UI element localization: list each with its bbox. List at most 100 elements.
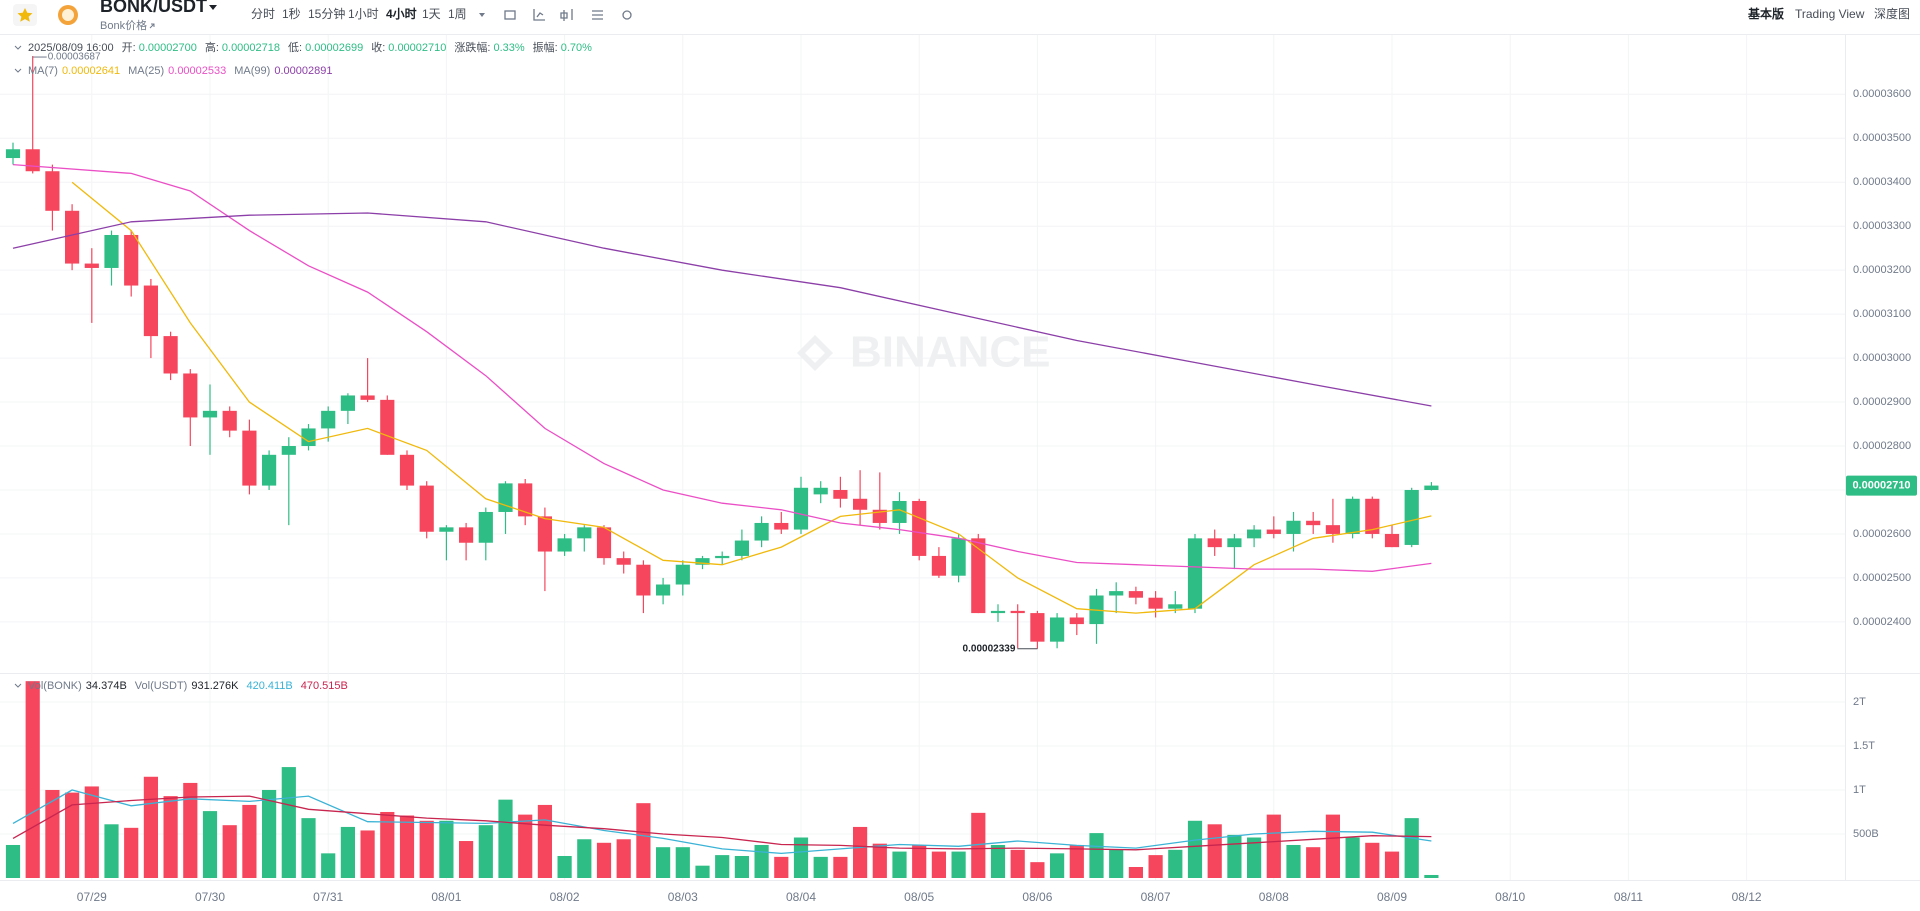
- candle-body: [537, 516, 552, 552]
- interval-option[interactable]: 15分钟: [308, 6, 345, 21]
- volume-bar: [439, 820, 454, 878]
- candle-body: [1207, 538, 1222, 548]
- interval-option[interactable]: 1小时: [348, 7, 379, 21]
- low-label: 0.00002339: [963, 643, 1016, 654]
- candle-icon[interactable]: [560, 9, 573, 21]
- volume-bar: [892, 851, 907, 878]
- candle-body: [459, 527, 474, 543]
- candle-body: [45, 171, 60, 211]
- chart: 07/29 07/30 07/31 08/01 08/02 08/03 08/04 08/05…: [0, 35, 1920, 904]
- view-option[interactable]: Trading View: [1795, 7, 1865, 21]
- candle-body: [1247, 529, 1262, 539]
- interval-option[interactable]: 4小时: [386, 6, 417, 21]
- candle-body: [202, 410, 218, 418]
- view-option[interactable]: 基本版: [1747, 6, 1784, 21]
- candle-body: [25, 149, 40, 172]
- favorite-button[interactable]: [13, 4, 37, 26]
- volume-bar: [1247, 837, 1262, 878]
- ma-legend-value: 0.00002533: [168, 65, 226, 77]
- volume-bar: [498, 799, 513, 878]
- volume-bar: [1148, 855, 1163, 878]
- y-tick-label: 500B: [1853, 828, 1879, 840]
- volume-bar: [360, 830, 375, 878]
- ohlc-info: 2025/08/09 16:00 开: 0.00002700 高: 0.00002718…: [28, 40, 592, 54]
- y-tick-label: 0.00003000: [1853, 352, 1911, 364]
- volume-bar: [1030, 862, 1045, 878]
- info-value: 0.00002699: [305, 42, 363, 54]
- volume-bar: [557, 855, 572, 878]
- volume-bar: [1286, 844, 1301, 878]
- chart-type-icon[interactable]: [504, 10, 516, 20]
- candle-body: [242, 430, 257, 486]
- collapse-toggle[interactable]: [14, 68, 22, 73]
- candle-body: [1365, 498, 1380, 534]
- candle-body: [951, 538, 966, 576]
- candle-body: [754, 522, 769, 541]
- x-tick-label: 07/29: [77, 890, 107, 904]
- ma-legend-name: MA(25): [128, 65, 164, 77]
- watermark-logo: [797, 335, 833, 371]
- volume-bar: [65, 792, 80, 878]
- volume-bar: [1109, 849, 1124, 878]
- volume-bar: [340, 826, 355, 878]
- candle-body: [518, 483, 533, 517]
- candle-body: [124, 234, 139, 286]
- volume-bar: [675, 847, 690, 878]
- interval-option[interactable]: 1周: [448, 7, 467, 21]
- settings-icon[interactable]: [622, 10, 632, 20]
- pair-dropdown[interactable]: [209, 5, 217, 10]
- candle-body: [853, 498, 868, 510]
- volume-bar: [1050, 853, 1065, 878]
- pair-subtitle[interactable]: Bonk价格: [100, 18, 147, 32]
- candle-body: [557, 538, 572, 552]
- volume-bar: [1345, 837, 1360, 878]
- volume-bar: [1089, 833, 1104, 878]
- collapse-toggle[interactable]: [14, 683, 22, 688]
- volume-bar: [616, 839, 631, 878]
- candle-body: [1109, 591, 1124, 596]
- toolbar-icons: [504, 9, 632, 21]
- candle-body: [990, 610, 1006, 614]
- candle-body: [301, 428, 316, 447]
- candle-body: [5, 149, 21, 159]
- candle-body: [340, 395, 355, 411]
- last-price-label: 0.00002710: [1852, 479, 1910, 491]
- volume-bar: [419, 820, 434, 878]
- volume-bar: [636, 803, 651, 878]
- candle-body: [774, 522, 789, 530]
- ma-line: [12, 163, 1432, 572]
- volume-bar: [1227, 834, 1242, 878]
- volume-bar: [183, 782, 198, 878]
- candle-body: [1187, 538, 1203, 609]
- candle-body: [1148, 597, 1163, 609]
- interval-option[interactable]: 1天: [422, 7, 441, 21]
- x-tick-label: 08/04: [786, 890, 816, 904]
- y-tick-label: 0.00003500: [1853, 132, 1911, 144]
- volume-bar: [321, 853, 336, 878]
- volume-bar: [1168, 849, 1183, 878]
- ma-legend-value: 0.00002891: [274, 65, 332, 77]
- candle-body: [912, 500, 927, 556]
- candle-body: [596, 527, 612, 559]
- ma-legend-name: MA(7): [28, 65, 58, 77]
- pair-title[interactable]: BONK/USDT: [100, 0, 207, 16]
- volume-bar: [104, 824, 119, 878]
- candle-body: [577, 527, 592, 539]
- x-tick-label: 08/07: [1141, 890, 1171, 904]
- volume-ma-value: 470.515B: [301, 680, 348, 692]
- settings-list-icon[interactable]: [592, 10, 603, 20]
- view-option[interactable]: 深度图: [1874, 6, 1910, 21]
- volume-bar: [971, 812, 986, 878]
- more-intervals[interactable]: [479, 13, 485, 17]
- interval-option[interactable]: 1秒: [282, 7, 301, 21]
- indicator-icon[interactable]: [533, 9, 545, 21]
- x-tick-label: 08/05: [904, 890, 934, 904]
- collapse-toggle[interactable]: [14, 45, 22, 50]
- volume-bar: [833, 856, 848, 878]
- volume-bar: [262, 789, 277, 878]
- candle-body: [360, 395, 375, 400]
- y-tick-label: 0.00003100: [1853, 308, 1911, 320]
- info-label: 振幅:: [533, 40, 558, 54]
- interval-option[interactable]: 分时: [251, 7, 275, 21]
- volume-bar: [1306, 847, 1321, 878]
